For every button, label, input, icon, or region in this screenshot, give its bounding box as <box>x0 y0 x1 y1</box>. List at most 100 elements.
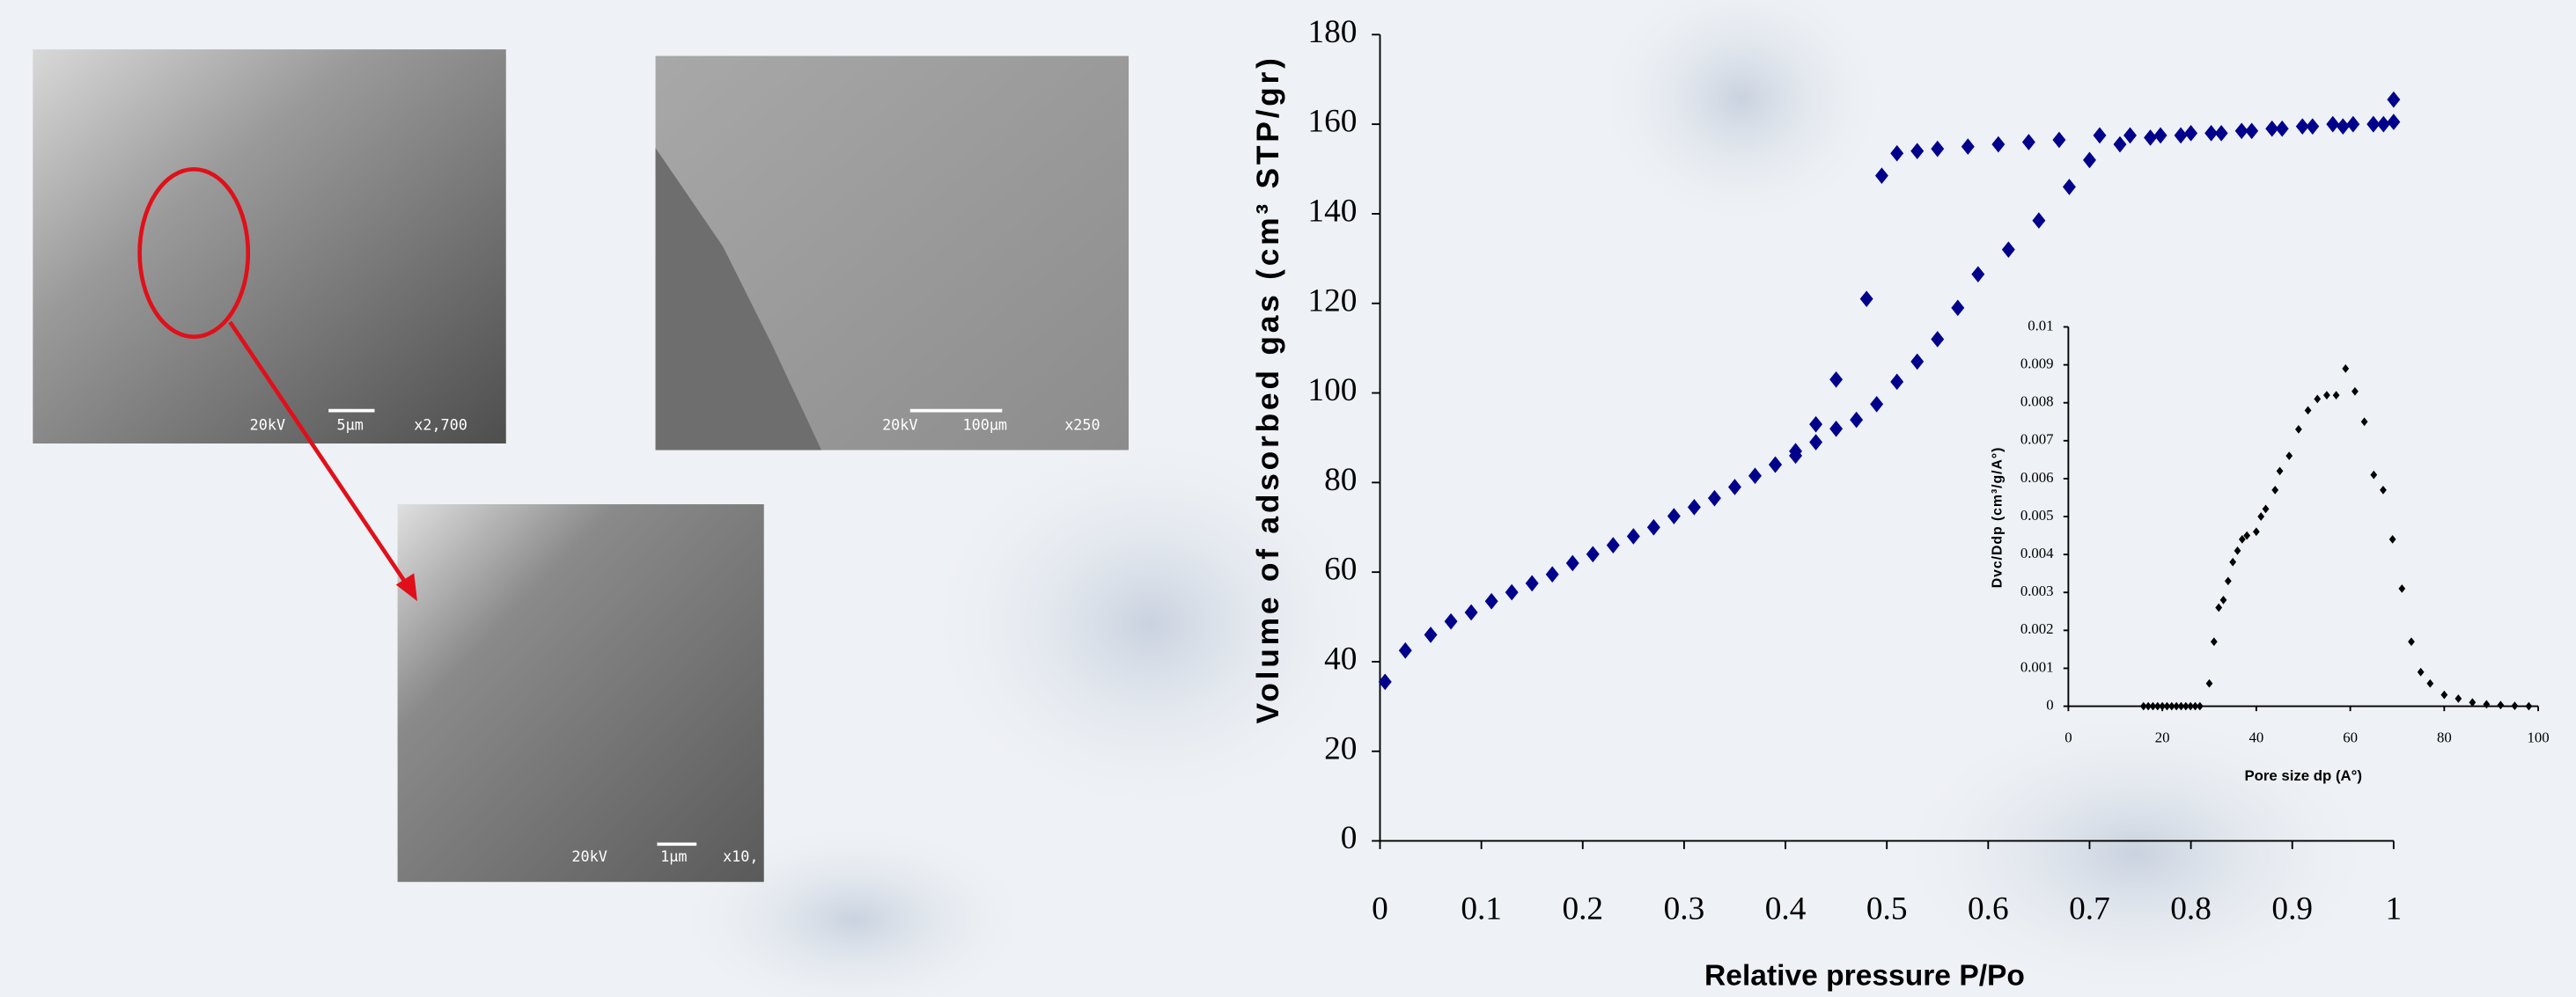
point <box>2234 546 2241 555</box>
y-tick-label: 0.009 <box>2020 355 2054 371</box>
point <box>1860 290 1873 307</box>
point <box>1971 266 1984 282</box>
point <box>1667 508 1681 524</box>
point <box>2032 212 2045 229</box>
point <box>2483 700 2490 709</box>
point <box>2052 132 2065 149</box>
y-tick-label: 100 <box>1307 372 1357 408</box>
point <box>2418 668 2425 677</box>
y-tick-label: 80 <box>1324 462 1357 498</box>
x-tick-label: 0 <box>1372 891 1388 927</box>
x-tick-label: 0 <box>2064 729 2072 746</box>
point <box>1647 519 1660 536</box>
y-tick-label: 0.008 <box>2020 393 2054 410</box>
point <box>1890 145 1903 162</box>
y-tick-label: 0.006 <box>2020 469 2054 486</box>
point <box>1910 354 1924 370</box>
point <box>1829 371 1843 388</box>
y-tick-label: 0 <box>1341 820 1358 856</box>
point <box>1809 434 1822 451</box>
point <box>2263 505 2270 514</box>
point <box>1688 499 1701 516</box>
point <box>1566 555 1579 572</box>
x-tick-label: 40 <box>2248 729 2263 746</box>
x-tick-label: 0.5 <box>1866 891 1908 927</box>
point <box>2526 702 2533 711</box>
point <box>2398 584 2405 593</box>
x-tick-label: 1 <box>2386 891 2403 927</box>
y-tick-label: 0.003 <box>2020 583 2054 599</box>
point <box>1708 490 1721 507</box>
sem-image-2: 20kV 100µm x250 <box>656 56 1129 451</box>
point <box>1961 138 1975 155</box>
point <box>1424 627 1438 643</box>
y-tick-label: 0.002 <box>2020 620 2054 637</box>
point <box>2389 535 2396 544</box>
x-tick-label: 0.7 <box>2069 891 2110 927</box>
point <box>2154 128 2168 144</box>
point <box>2306 118 2319 135</box>
y-tick-label: 0.001 <box>2020 658 2054 675</box>
x-tick-label: 0.4 <box>1765 891 1807 927</box>
sem-label: 5µm <box>337 415 364 433</box>
point <box>1890 373 1903 390</box>
y-tick-label: 0.005 <box>2020 507 2054 524</box>
point <box>2276 121 2289 137</box>
point <box>2305 406 2312 414</box>
point <box>2285 451 2293 460</box>
point <box>2277 466 2284 475</box>
slide: 20kV 5µm x2,700 20kV 100µm x250 20kV 1µm… <box>0 0 2576 997</box>
point <box>2380 486 2387 495</box>
point <box>1875 167 1888 184</box>
point <box>1465 605 1478 621</box>
point <box>2346 116 2359 133</box>
point <box>2352 387 2359 396</box>
point <box>1809 416 1822 433</box>
point <box>2114 136 2127 153</box>
y-tick-label: 160 <box>1307 104 1357 140</box>
point <box>1769 457 1782 473</box>
sem-image-3: 20kV 1µm x10, <box>398 504 764 882</box>
y-tick-label: 180 <box>1307 14 1357 50</box>
point <box>2220 596 2227 605</box>
point <box>2257 512 2264 521</box>
x-tick-label: 0.1 <box>1461 891 1502 927</box>
x-tick-label: 80 <box>2437 729 2452 746</box>
x-axis-title: Pore size dp (A°) <box>2244 767 2362 784</box>
x-tick-label: 100 <box>2527 729 2549 746</box>
y-tick-label: 0.004 <box>2020 545 2054 561</box>
point <box>2215 125 2228 142</box>
point <box>2123 128 2137 144</box>
point <box>2184 125 2197 142</box>
point <box>2094 128 2107 144</box>
point <box>1748 467 1762 484</box>
point <box>2215 604 2222 612</box>
point <box>1931 141 1944 158</box>
point <box>2253 527 2260 536</box>
point <box>2408 637 2415 646</box>
x-tick-label: 0.6 <box>1968 891 2009 927</box>
x-tick-label: 0.9 <box>2271 891 2313 927</box>
point <box>2063 179 2076 195</box>
point <box>1399 642 1412 659</box>
x-tick-label: 0.3 <box>1664 891 1705 927</box>
sem-label: 20kV <box>882 415 917 433</box>
x-tick-label: 0.2 <box>1562 891 1603 927</box>
y-tick-label: 0.007 <box>2020 431 2054 448</box>
y-tick-label: 140 <box>1307 194 1357 230</box>
point <box>2225 576 2232 585</box>
point <box>2245 122 2258 139</box>
page: {"images": [ {"labels": ["20kV", "5µm", … <box>0 0 2576 997</box>
point <box>2229 558 2236 567</box>
sem-label: x10, <box>723 847 758 865</box>
x-tick-label: 60 <box>2343 729 2358 746</box>
point <box>2002 241 2015 258</box>
y-tick-label: 120 <box>1307 282 1357 319</box>
y-tick-label: 40 <box>1324 641 1357 678</box>
point <box>1526 575 1539 592</box>
point <box>2440 691 2447 700</box>
point <box>2342 364 2349 373</box>
x-tick-label: 20 <box>2155 729 2170 746</box>
point <box>1951 300 1964 317</box>
y-tick-label: 20 <box>1324 730 1357 766</box>
